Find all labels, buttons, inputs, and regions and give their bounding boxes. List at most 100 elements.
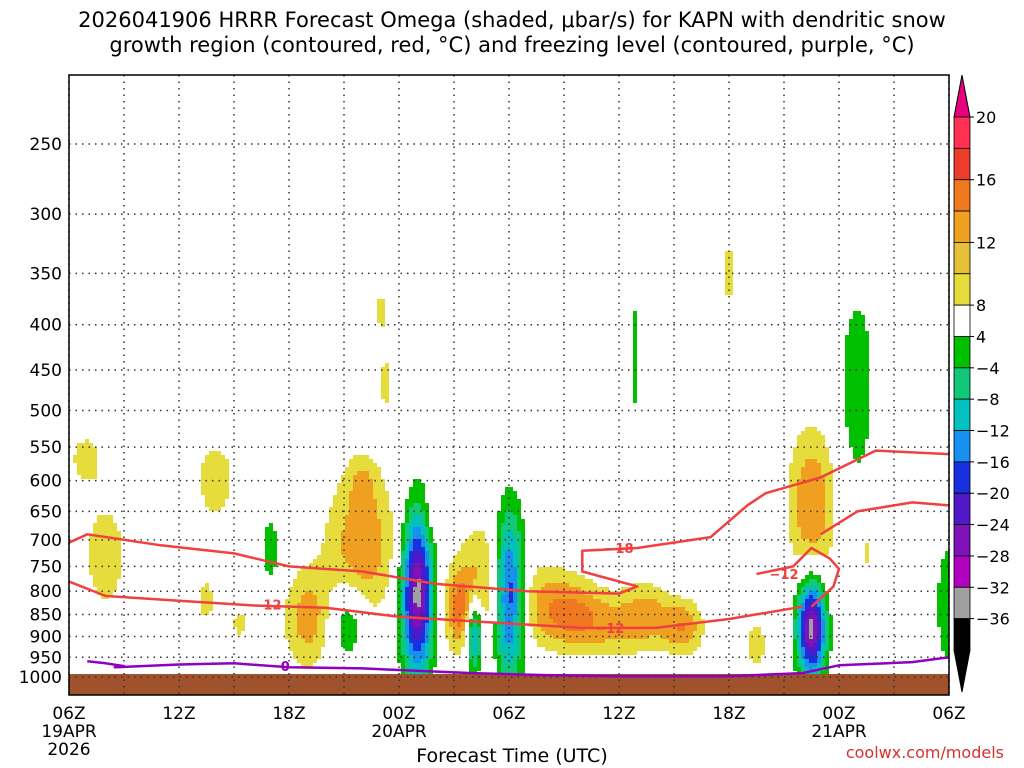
omega-cell [945, 631, 949, 635]
omega-cell [205, 467, 209, 471]
omega-cell [517, 539, 521, 543]
omega-cell [385, 563, 389, 567]
omega-cell [553, 643, 557, 647]
omega-cell [501, 515, 505, 519]
omega-cell [821, 583, 825, 587]
omega-cell [93, 579, 97, 583]
omega-cell [337, 483, 341, 487]
omega-cell [485, 571, 489, 575]
omega-cell [809, 595, 813, 599]
omega-cell [569, 587, 573, 591]
omega-cell [557, 631, 561, 635]
omega-cell [941, 635, 945, 639]
omega-cell [537, 639, 541, 643]
omega-cell [369, 591, 373, 595]
omega-cell [533, 631, 537, 635]
omega-cell [805, 515, 809, 519]
omega-cell [313, 607, 317, 611]
omega-cell [513, 607, 517, 611]
omega-cell [461, 551, 465, 555]
omega-cell [505, 631, 509, 635]
omega-cell [513, 527, 517, 531]
omega-cell [305, 603, 309, 607]
omega-cell [425, 563, 429, 567]
omega-cell [357, 555, 361, 559]
omega-cell [425, 547, 429, 551]
omega-cell [857, 439, 861, 443]
omega-cell [677, 595, 681, 599]
omega-cell [561, 639, 565, 643]
omega-cell [389, 547, 393, 551]
omega-cell [317, 575, 321, 579]
omega-cell [297, 647, 301, 651]
omega-cell [345, 515, 349, 519]
omega-cell [557, 607, 561, 611]
omega-cell [673, 611, 677, 615]
omega-cell [509, 603, 513, 607]
omega-cell [561, 631, 565, 635]
omega-cell [501, 579, 505, 583]
omega-cell [365, 547, 369, 551]
omega-cell [381, 519, 385, 523]
omega-cell [297, 603, 301, 607]
omega-cell [409, 667, 413, 671]
omega-cell [293, 655, 297, 659]
omega-cell [605, 639, 609, 643]
omega-cell [469, 595, 473, 599]
omega-cell [497, 647, 501, 651]
omega-cell [797, 511, 801, 515]
omega-cell [113, 527, 117, 531]
omega-cell [449, 591, 453, 595]
omega-cell [545, 631, 549, 635]
omega-cell [549, 615, 553, 619]
omega-cell [345, 531, 349, 535]
omega-cell [357, 455, 361, 459]
omega-cell [385, 547, 389, 551]
omega-cell [945, 599, 949, 603]
omega-cell [445, 579, 449, 583]
omega-cell [305, 567, 309, 571]
omega-cell [637, 591, 641, 595]
omega-cell [829, 647, 833, 651]
omega-cell [861, 375, 865, 379]
omega-cell [357, 547, 361, 551]
omega-cell [693, 611, 697, 615]
omega-cell [477, 587, 481, 591]
omega-cell [661, 623, 665, 627]
omega-cell [797, 607, 801, 611]
omega-cell [497, 623, 501, 627]
omega-cell [73, 459, 77, 463]
omega-cell [413, 591, 417, 595]
omega-cell [805, 511, 809, 515]
omega-cell [821, 503, 825, 507]
omega-cell [801, 527, 805, 531]
omega-cell [649, 603, 653, 607]
omega-cell [821, 511, 825, 515]
omega-cell [293, 635, 297, 639]
omega-cell [521, 531, 525, 535]
omega-cell [801, 435, 805, 439]
credit-link[interactable]: coolwx.com/models [845, 743, 1004, 762]
omega-cell [633, 331, 637, 335]
omega-cell [477, 543, 481, 547]
omega-cell [329, 515, 333, 519]
omega-cell [93, 571, 97, 575]
omega-cell [397, 655, 401, 659]
omega-cell [361, 515, 365, 519]
omega-cell [513, 495, 517, 499]
omega-cell [421, 671, 425, 675]
omega-cell [537, 635, 541, 639]
omega-cell [449, 563, 453, 567]
omega-cell [509, 611, 513, 615]
omega-cell [545, 575, 549, 579]
omega-cell [529, 619, 533, 623]
omega-cell [657, 595, 661, 599]
omega-cell [553, 599, 557, 603]
omega-cell [685, 619, 689, 623]
omega-cell [569, 599, 573, 603]
omega-cell [517, 663, 521, 667]
omega-cell [797, 627, 801, 631]
omega-cell [813, 507, 817, 511]
omega-cell [621, 631, 625, 635]
omega-cell [849, 423, 853, 427]
